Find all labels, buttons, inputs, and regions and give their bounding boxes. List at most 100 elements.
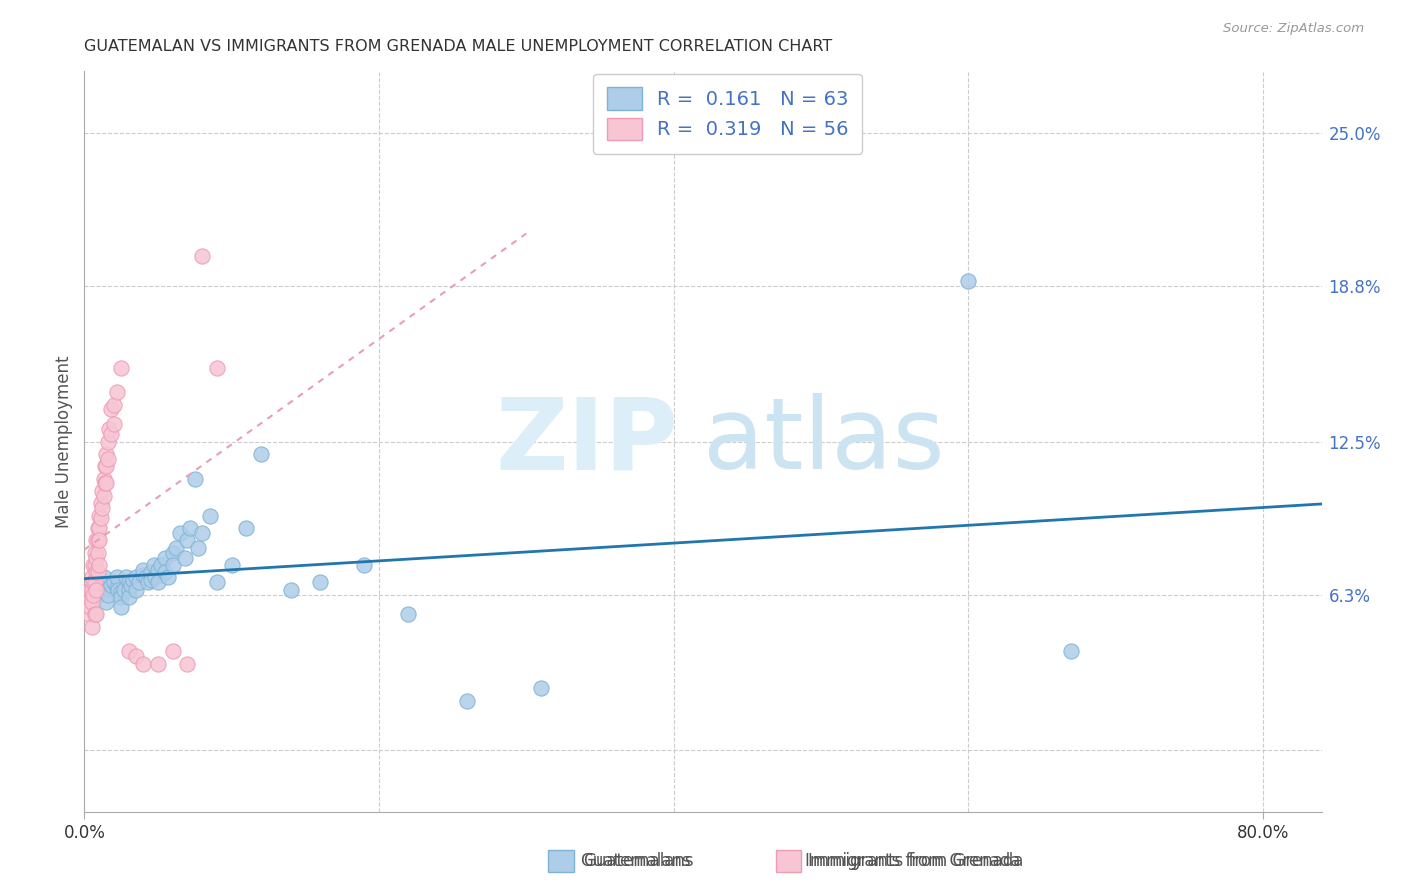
Point <box>280 582 302 597</box>
Point <box>112 582 135 597</box>
Text: Immigrants from Grenada: Immigrants from Grenada <box>804 852 1019 870</box>
Point <box>83 546 105 560</box>
Point <box>91 582 114 597</box>
Point <box>142 558 165 572</box>
Point <box>91 483 114 498</box>
Point <box>79 599 101 614</box>
Y-axis label: Male Unemployment: Male Unemployment <box>55 355 73 528</box>
Point <box>93 489 115 503</box>
Point <box>84 566 107 580</box>
Point <box>96 595 118 609</box>
Point <box>105 570 128 584</box>
Point <box>87 521 110 535</box>
Point <box>309 575 332 590</box>
FancyBboxPatch shape <box>548 849 574 872</box>
Point <box>117 590 139 604</box>
Point <box>87 558 110 572</box>
Point <box>176 657 198 671</box>
Point <box>82 575 104 590</box>
Point <box>128 575 150 590</box>
Point <box>98 422 121 436</box>
Point <box>93 472 115 486</box>
Point <box>169 525 191 540</box>
Point <box>110 585 132 599</box>
Point <box>157 570 180 584</box>
Point <box>80 582 103 597</box>
Point <box>179 521 201 535</box>
Point <box>117 575 139 590</box>
Point <box>957 274 980 288</box>
Point <box>139 566 162 580</box>
Point <box>91 501 114 516</box>
Point <box>173 550 195 565</box>
Point <box>77 607 100 622</box>
Point <box>110 599 132 614</box>
Legend: R =  0.161   N = 63, R =  0.319   N = 56: R = 0.161 N = 63, R = 0.319 N = 56 <box>593 74 862 153</box>
Point <box>80 595 103 609</box>
Point <box>205 575 228 590</box>
Point <box>83 607 105 622</box>
Point <box>198 508 221 523</box>
Point <box>100 402 122 417</box>
Point <box>165 541 187 555</box>
Point <box>139 573 162 587</box>
Point <box>1060 644 1083 658</box>
Point <box>80 620 103 634</box>
Point <box>94 459 117 474</box>
Point <box>82 588 104 602</box>
Point <box>86 521 108 535</box>
Point <box>117 644 139 658</box>
Text: Immigrants from Grenada: Immigrants from Grenada <box>808 852 1024 870</box>
Point <box>176 533 198 548</box>
Point <box>162 644 184 658</box>
Point <box>121 577 143 591</box>
Point <box>87 533 110 548</box>
Point <box>84 533 107 548</box>
Point <box>250 447 273 461</box>
Point <box>143 570 166 584</box>
Point <box>135 570 157 584</box>
Point <box>162 546 184 560</box>
Text: GUATEMALAN VS IMMIGRANTS FROM GRENADA MALE UNEMPLOYMENT CORRELATION CHART: GUATEMALAN VS IMMIGRANTS FROM GRENADA MA… <box>84 38 832 54</box>
Point <box>117 582 139 597</box>
Point <box>80 570 103 584</box>
Point <box>132 563 155 577</box>
Point <box>83 558 105 572</box>
Point <box>97 588 120 602</box>
Point <box>122 573 145 587</box>
Point <box>82 558 104 572</box>
Point <box>146 575 169 590</box>
Point <box>125 649 148 664</box>
Point <box>184 472 207 486</box>
Point <box>125 582 148 597</box>
Point <box>83 575 105 590</box>
Point <box>96 447 118 461</box>
Point <box>205 360 228 375</box>
Point <box>396 607 419 622</box>
Point <box>187 541 209 555</box>
Point <box>94 476 117 491</box>
Point <box>146 563 169 577</box>
Point <box>132 657 155 671</box>
Point <box>191 250 214 264</box>
Point <box>146 657 169 671</box>
Point <box>110 360 132 375</box>
Point <box>96 582 118 597</box>
Point <box>93 570 115 584</box>
Point <box>84 550 107 565</box>
Point <box>221 558 243 572</box>
Point <box>86 566 108 580</box>
Point <box>77 595 100 609</box>
Point <box>530 681 553 696</box>
Point <box>114 570 136 584</box>
Point <box>96 459 118 474</box>
Point <box>86 546 108 560</box>
Point <box>149 558 172 572</box>
Point <box>105 580 128 594</box>
Point <box>110 590 132 604</box>
Point <box>107 582 129 597</box>
Point <box>191 525 214 540</box>
Point <box>353 558 375 572</box>
Point <box>97 434 120 449</box>
Point <box>100 427 122 442</box>
